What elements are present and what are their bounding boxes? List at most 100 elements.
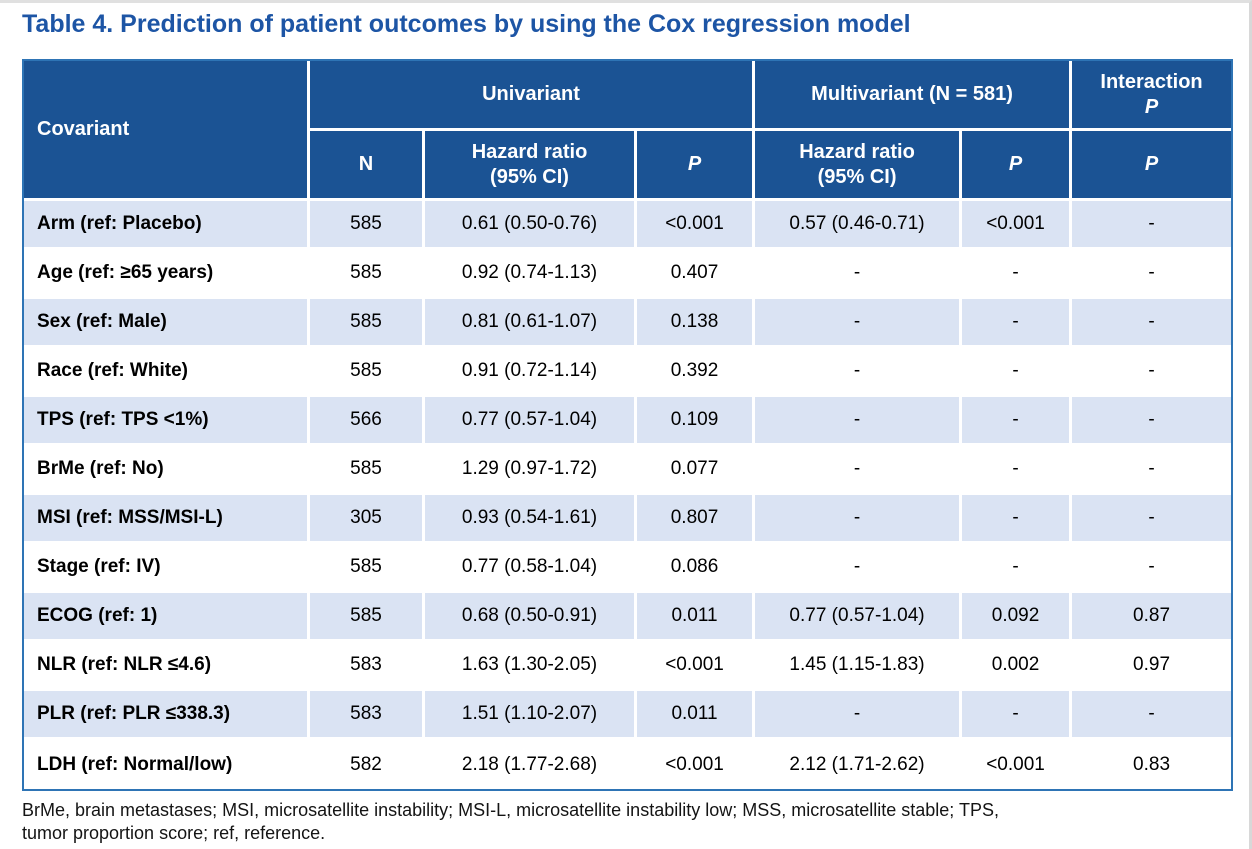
table-row: Sex (ref: Male) 585 0.81 (0.61-1.07) 0.1… <box>24 299 1232 348</box>
cell-multivariant-hr: 0.57 (0.46-0.71) <box>755 201 963 250</box>
cell-interaction-p: - <box>1072 299 1232 348</box>
cell-multivariant-p: 0.092 <box>962 593 1073 642</box>
cell-interaction-p: - <box>1072 348 1232 397</box>
cell-multivariant-hr: - <box>755 299 963 348</box>
cell-multivariant-hr: - <box>755 397 963 446</box>
cell-interaction-p: - <box>1072 495 1232 544</box>
cell-multivariant-p: - <box>962 446 1073 495</box>
cell-interaction-p: - <box>1072 250 1232 299</box>
cell-multivariant-hr: 2.12 (1.71-2.62) <box>755 740 963 789</box>
table-row: PLR (ref: PLR ≤338.3) 583 1.51 (1.10-2.0… <box>24 691 1232 740</box>
column-header-covariant: Covariant <box>24 61 310 201</box>
cell-n: 585 <box>310 299 425 348</box>
cell-interaction-p: - <box>1072 201 1232 250</box>
cell-univariant-p: <0.001 <box>637 740 756 789</box>
cell-interaction-p: 0.83 <box>1072 740 1232 789</box>
table-footnote: BrMe, brain metastases; MSI, microsatell… <box>22 799 1237 845</box>
cell-n: 585 <box>310 250 425 299</box>
cell-covariant: Stage (ref: IV) <box>24 544 310 593</box>
cell-covariant: Arm (ref: Placebo) <box>24 201 310 250</box>
cell-multivariant-p: - <box>962 250 1073 299</box>
page-title: Table 4. Prediction of patient outcomes … <box>22 10 911 38</box>
cell-interaction-p: - <box>1072 446 1232 495</box>
cell-interaction-p: - <box>1072 397 1232 446</box>
column-header-multivariant-hazard-ratio: Hazard ratio (95% CI) <box>755 131 963 201</box>
cell-univariant-hr: 0.68 (0.50-0.91) <box>425 593 637 642</box>
cell-n: 585 <box>310 348 425 397</box>
header-row-subcolumns: N Hazard ratio (95% CI) P Hazard ratio (… <box>24 131 1232 201</box>
cell-univariant-p: 0.807 <box>637 495 756 544</box>
cell-univariant-hr: 0.81 (0.61-1.07) <box>425 299 637 348</box>
cell-univariant-hr: 0.91 (0.72-1.14) <box>425 348 637 397</box>
column-group-multivariant: Multivariant (N = 581) <box>755 61 1073 131</box>
cell-univariant-p: 0.011 <box>637 691 756 740</box>
cell-multivariant-hr: - <box>755 495 963 544</box>
cell-univariant-p: <0.001 <box>637 642 756 691</box>
column-header-interaction-p: P <box>1072 131 1232 201</box>
header-row-groups: Covariant Univariant Multivariant (N = 5… <box>24 61 1232 201</box>
cell-covariant: Race (ref: White) <box>24 348 310 397</box>
interaction-p-label: P <box>1144 95 1159 118</box>
cell-n: 585 <box>310 446 425 495</box>
cell-covariant: LDH (ref: Normal/low) <box>24 740 310 789</box>
cell-univariant-hr: 0.77 (0.57-1.04) <box>425 397 637 446</box>
cell-multivariant-p: - <box>962 397 1073 446</box>
cell-covariant: Sex (ref: Male) <box>24 299 310 348</box>
column-header-univariant-p: P <box>637 131 756 201</box>
cell-univariant-hr: 1.63 (1.30-2.05) <box>425 642 637 691</box>
cell-covariant: BrMe (ref: No) <box>24 446 310 495</box>
cell-multivariant-p: <0.001 <box>962 740 1073 789</box>
cell-n: 583 <box>310 691 425 740</box>
column-header-n: N <box>310 131 425 201</box>
cell-univariant-hr: 1.29 (0.97-1.72) <box>425 446 637 495</box>
cell-n: 305 <box>310 495 425 544</box>
cell-univariant-hr: 1.51 (1.10-2.07) <box>425 691 637 740</box>
cell-multivariant-p: - <box>962 544 1073 593</box>
cell-univariant-hr: 0.61 (0.50-0.76) <box>425 201 637 250</box>
cell-multivariant-hr: - <box>755 691 963 740</box>
cell-interaction-p: - <box>1072 691 1232 740</box>
cell-univariant-p: 0.138 <box>637 299 756 348</box>
cell-multivariant-hr: - <box>755 544 963 593</box>
cell-univariant-p: <0.001 <box>637 201 756 250</box>
cell-covariant: Age (ref: ≥65 years) <box>24 250 310 299</box>
cell-univariant-p: 0.011 <box>637 593 756 642</box>
cell-covariant: MSI (ref: MSS/MSI-L) <box>24 495 310 544</box>
cell-multivariant-hr: - <box>755 250 963 299</box>
column-group-univariant: Univariant <box>310 61 756 131</box>
table-row: Stage (ref: IV) 585 0.77 (0.58-1.04) 0.0… <box>24 544 1232 593</box>
cell-multivariant-hr: 1.45 (1.15-1.83) <box>755 642 963 691</box>
table-row: MSI (ref: MSS/MSI-L) 305 0.93 (0.54-1.61… <box>24 495 1232 544</box>
cell-multivariant-p: - <box>962 348 1073 397</box>
cell-univariant-p: 0.407 <box>637 250 756 299</box>
cell-interaction-p: 0.87 <box>1072 593 1232 642</box>
cell-n: 585 <box>310 201 425 250</box>
table-row: Age (ref: ≥65 years) 585 0.92 (0.74-1.13… <box>24 250 1232 299</box>
cell-covariant: TPS (ref: TPS <1%) <box>24 397 310 446</box>
cell-univariant-p: 0.086 <box>637 544 756 593</box>
cell-univariant-hr: 0.77 (0.58-1.04) <box>425 544 637 593</box>
cell-multivariant-p: 0.002 <box>962 642 1073 691</box>
cox-regression-table-wrap: Covariant Univariant Multivariant (N = 5… <box>22 59 1234 791</box>
column-header-multivariant-p: P <box>962 131 1073 201</box>
table-row: Race (ref: White) 585 0.91 (0.72-1.14) 0… <box>24 348 1232 397</box>
table-row: NLR (ref: NLR ≤4.6) 583 1.63 (1.30-2.05)… <box>24 642 1232 691</box>
table-row: Arm (ref: Placebo) 585 0.61 (0.50-0.76) … <box>24 201 1232 250</box>
table-row: LDH (ref: Normal/low) 582 2.18 (1.77-2.6… <box>24 740 1232 789</box>
cell-interaction-p: - <box>1072 544 1232 593</box>
cell-univariant-p: 0.109 <box>637 397 756 446</box>
cell-univariant-p: 0.077 <box>637 446 756 495</box>
cell-multivariant-p: - <box>962 691 1073 740</box>
cell-multivariant-p: <0.001 <box>962 201 1073 250</box>
footnote-line-2: tumor proportion score; ref, reference. <box>22 823 326 843</box>
column-header-univariant-hazard-ratio: Hazard ratio (95% CI) <box>425 131 637 201</box>
cox-regression-table: Covariant Univariant Multivariant (N = 5… <box>24 61 1232 789</box>
column-group-interaction: Interaction P <box>1072 61 1232 131</box>
cell-multivariant-hr: 0.77 (0.57-1.04) <box>755 593 963 642</box>
cell-n: 583 <box>310 642 425 691</box>
cell-univariant-hr: 0.92 (0.74-1.13) <box>425 250 637 299</box>
footnote-line-1: BrMe, brain metastases; MSI, microsatell… <box>22 800 999 820</box>
cell-univariant-hr: 2.18 (1.77-2.68) <box>425 740 637 789</box>
cell-n: 582 <box>310 740 425 789</box>
